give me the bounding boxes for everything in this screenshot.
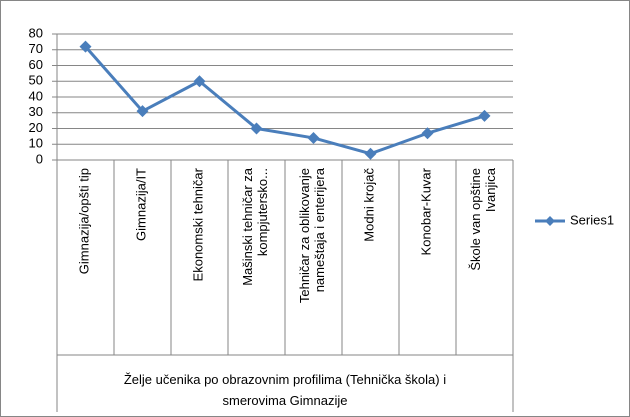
y-tick-label: 0 xyxy=(36,151,43,166)
x-tick-label: Škole van opštineIvanjica xyxy=(468,167,498,270)
x-tick-label: Ekonomski tehničar xyxy=(191,167,206,281)
x-tick-label: Gimnazija/opšti tip xyxy=(77,168,92,274)
y-tick-label: 10 xyxy=(29,136,43,151)
x-tick-label-line: Ekonomski tehničar xyxy=(191,167,206,281)
x-tick-label: Gimnazija/IT xyxy=(134,168,149,241)
x-tick-label: Konobar-Kuvar xyxy=(419,167,434,255)
y-tick-label: 70 xyxy=(29,41,43,56)
legend-marker xyxy=(545,216,555,226)
data-point xyxy=(193,75,206,88)
data-point xyxy=(79,40,92,53)
y-tick-label: 30 xyxy=(29,104,43,119)
x-tick-label: Modni krojač xyxy=(362,168,377,242)
legend-label: Series1 xyxy=(570,212,614,227)
y-tick-label: 40 xyxy=(29,88,43,103)
x-axis-title-line: Želje učenika po obrazovnim profilima (T… xyxy=(124,372,446,387)
series-line xyxy=(84,45,485,156)
x-axis-title: Želje učenika po obrazovnim profilima (T… xyxy=(124,372,446,408)
x-tick-label-line: kompjutersko... xyxy=(255,168,270,256)
y-tick-label: 60 xyxy=(29,57,43,72)
x-tick-label-line: Gimnazija/IT xyxy=(134,168,149,241)
y-tick-label: 80 xyxy=(29,25,43,40)
data-point xyxy=(307,131,320,144)
x-tick-label-line: Ivanjica xyxy=(483,167,498,212)
data-point xyxy=(364,147,377,160)
x-tick-label-line: Modni krojač xyxy=(362,168,377,242)
data-point xyxy=(478,109,491,122)
x-tick-label: Tehničar za oblikovanjenameštaja i enter… xyxy=(297,167,327,303)
data-point xyxy=(421,127,434,140)
y-tick-label: 20 xyxy=(29,120,43,135)
x-tick-label-line: Konobar-Kuvar xyxy=(419,167,434,255)
x-axis-title-line: smerovima Gimnazije xyxy=(223,393,348,408)
x-tick-label-line: Škole van opštine xyxy=(468,168,483,271)
x-tick-label-line: Mašinski tehničar za xyxy=(240,167,255,286)
x-tick-label-line: nameštaja i enterijera xyxy=(312,167,327,292)
data-point xyxy=(250,122,263,135)
x-tick-label-line: Gimnazija/opšti tip xyxy=(77,168,92,274)
data-point xyxy=(136,105,149,118)
y-tick-label: 50 xyxy=(29,73,43,88)
x-tick-label: Mašinski tehničar zakompjutersko... xyxy=(240,167,270,286)
x-tick-label-line: Tehničar za oblikovanje xyxy=(297,168,312,303)
